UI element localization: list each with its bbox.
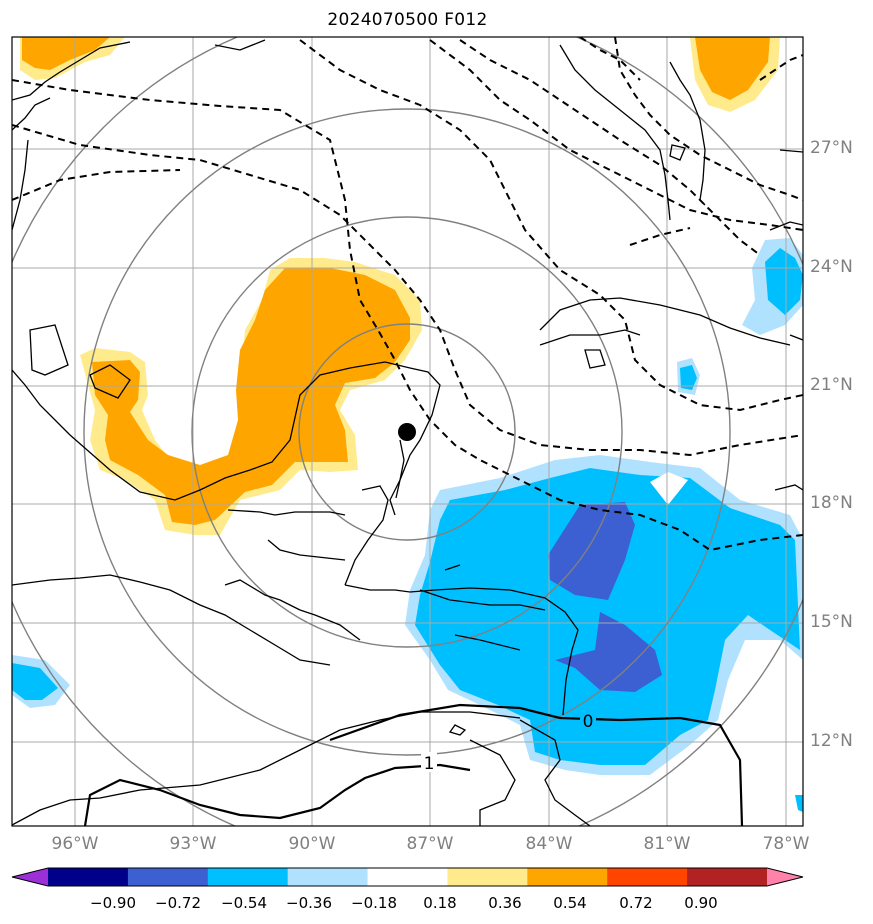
negative-anomaly-core xyxy=(680,365,697,390)
lon-label-81w: 81°W xyxy=(643,834,691,854)
lon-label-96w: 96°W xyxy=(51,834,99,854)
colorbar-tick: 0.72 xyxy=(619,894,653,912)
colorbar-segment xyxy=(607,868,688,886)
map-title: 2024070500 F012 xyxy=(327,10,488,30)
colorbar-tick: −0.72 xyxy=(155,894,201,912)
strong-negative-anomaly xyxy=(555,612,662,692)
colorbar-segment xyxy=(367,868,448,886)
lat-label-27n: 27°N xyxy=(810,138,853,158)
positive-anomaly-core xyxy=(92,268,410,525)
lat-label-21n: 21°N xyxy=(810,375,853,395)
lon-label-87w: 87°W xyxy=(406,834,454,854)
negative-anomaly-edge xyxy=(795,795,803,812)
positive-anomaly-core xyxy=(695,37,770,100)
range-rings xyxy=(12,37,803,826)
storm-center-marker[interactable] xyxy=(398,423,416,441)
lon-label-93w: 93°W xyxy=(169,834,217,854)
colorbar-tick: 0.54 xyxy=(553,894,587,912)
map-plot[interactable]: 0 1 xyxy=(0,0,873,860)
colorbar-segment xyxy=(127,868,209,886)
colorbar-tick: −0.54 xyxy=(221,894,267,912)
contour-label-one: 1 xyxy=(424,754,435,774)
colorbar-tick: −0.90 xyxy=(90,894,136,912)
colorbar-tick: 0.36 xyxy=(488,894,522,912)
lat-label-15n: 15°N xyxy=(810,612,853,632)
colorbar-tick: 0.18 xyxy=(423,894,457,912)
positive-anomaly-core xyxy=(22,37,110,70)
colorbar-tick: −0.36 xyxy=(286,894,332,912)
colorbar-extend-low xyxy=(12,868,48,886)
colorbar-segment xyxy=(48,868,129,886)
negative-anomaly-edge xyxy=(650,472,688,505)
lon-label-78w: 78°W xyxy=(762,834,810,854)
colorbar-extend-high xyxy=(767,868,803,886)
colorbar-segment xyxy=(207,868,289,886)
colorbar-segment xyxy=(447,868,528,886)
positive-anomaly-fields xyxy=(20,37,780,535)
dashed-contours xyxy=(12,37,803,552)
plot-frame xyxy=(11,36,804,827)
lat-label-12n: 12°N xyxy=(810,731,853,751)
lat-label-18n: 18°N xyxy=(810,493,853,513)
lon-label-84w: 84°W xyxy=(525,834,573,854)
contour-one xyxy=(83,763,471,826)
colorbar-segment xyxy=(287,868,369,886)
lat-label-24n: 24°N xyxy=(810,257,853,277)
negative-anomaly-core xyxy=(765,248,803,315)
colorbar-tick: −0.18 xyxy=(351,894,397,912)
negative-anomaly-core xyxy=(12,663,58,700)
negative-anomaly-fields xyxy=(12,238,803,812)
colorbar xyxy=(11,867,804,887)
colorbar-tick: 0.90 xyxy=(684,894,718,912)
contour-label-zero: 0 xyxy=(583,712,594,732)
strong-negative-anomaly xyxy=(548,502,635,600)
colorbar-segment xyxy=(687,868,768,886)
lon-label-90w: 90°W xyxy=(288,834,336,854)
colorbar-segment xyxy=(527,868,608,886)
